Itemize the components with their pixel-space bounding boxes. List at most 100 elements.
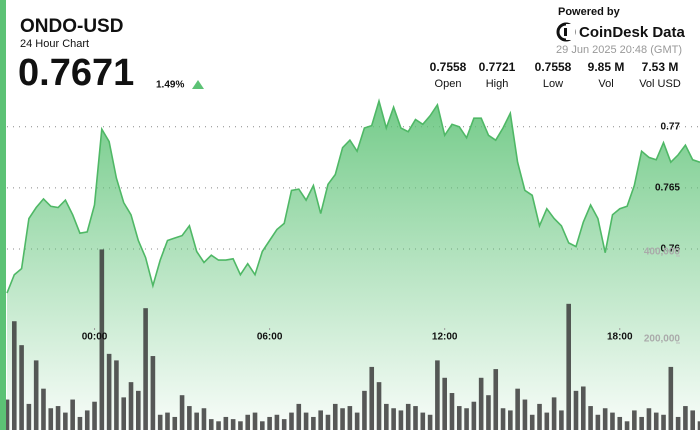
- volume-bar: [70, 399, 75, 430]
- logo-icon: [556, 22, 576, 42]
- volume-bar: [456, 406, 462, 430]
- volume-bar: [318, 410, 323, 430]
- volume-bar: [238, 421, 243, 430]
- volume-bar: [216, 421, 221, 430]
- y2-tick-label: 200,000: [644, 334, 681, 345]
- volume-bar: [653, 412, 659, 430]
- volume-bar: [471, 401, 477, 430]
- volume-bar: [413, 406, 418, 430]
- x-tick-label: 00:00: [82, 332, 108, 343]
- volume-bar: [311, 416, 316, 430]
- volume-bar: [281, 419, 287, 430]
- volume-bar: [573, 390, 579, 430]
- volume-bar: [566, 303, 571, 430]
- volume-bar: [376, 382, 382, 430]
- brand: CoinDesk Data: [579, 24, 686, 41]
- y-tick-label: 0.76: [661, 244, 681, 255]
- volume-bar: [690, 410, 696, 430]
- stat-label: Vol USD: [639, 78, 681, 90]
- volume-bar: [435, 360, 440, 430]
- volume-bar: [588, 406, 593, 430]
- volume-bar: [661, 414, 666, 430]
- volume-bar: [675, 416, 681, 430]
- stat-label: Open: [435, 78, 462, 90]
- volume-bar: [187, 406, 192, 430]
- price: 0.7671: [18, 52, 134, 94]
- volume-bar: [136, 390, 141, 430]
- volume-bar: [362, 390, 367, 430]
- y-tick-label: 0.77: [661, 121, 681, 132]
- volume-bar: [19, 345, 24, 430]
- volume-bar: [559, 410, 564, 430]
- volume-bar: [128, 382, 134, 430]
- volume-bar: [384, 403, 389, 430]
- price-line: [6, 98, 700, 294]
- volume-bar: [493, 369, 499, 430]
- stat-value: 9.85 M: [588, 60, 625, 74]
- volume-bar: [33, 360, 39, 430]
- x-tick-label: 18:00: [607, 332, 633, 343]
- volume-bar: [544, 412, 550, 430]
- volume-bar: [683, 406, 688, 430]
- subtitle: 24 Hour Chart: [20, 38, 89, 50]
- volume-bar: [267, 416, 272, 430]
- volume-bar: [646, 408, 652, 430]
- volume-bar: [325, 414, 331, 430]
- stat-value: 7.53 M: [642, 60, 679, 74]
- volume-bar: [63, 412, 68, 430]
- volume-bar: [486, 395, 491, 430]
- volume-bar: [165, 412, 170, 430]
- volume-bar: [303, 412, 309, 430]
- volume-bar: [41, 388, 46, 430]
- volume-bar: [500, 408, 506, 430]
- volume-bar: [230, 419, 236, 430]
- volume-bar: [4, 399, 10, 430]
- volume-bar: [274, 414, 280, 430]
- volume-bar: [508, 410, 513, 430]
- change: 1.49%: [156, 80, 184, 91]
- volume-bar: [632, 410, 637, 430]
- volume-bar: [11, 321, 17, 430]
- volume-bar: [529, 414, 535, 430]
- x-tick-label: 12:00: [432, 332, 458, 343]
- volume-bar: [201, 408, 207, 430]
- volume-bar: [114, 360, 119, 430]
- volume-bar: [391, 408, 396, 430]
- plot: 0.76 0.765 0.77 200,000 400,000 00:00 06:00 12:…: [4, 98, 700, 430]
- up-arrow: [192, 80, 204, 89]
- volume-bar: [106, 353, 112, 430]
- volume-bar: [617, 416, 623, 430]
- volume-bar: [252, 412, 258, 430]
- powered-by: Powered by: [558, 6, 621, 18]
- volume-bar: [537, 403, 542, 430]
- volume-bar: [515, 388, 520, 430]
- volume-bar: [157, 414, 163, 430]
- volume-bar: [260, 421, 265, 430]
- timestamp: 29 Jun 2025 20:48 (GMT): [556, 44, 682, 56]
- volume-bar: [369, 366, 375, 430]
- volume-bar: [427, 414, 433, 430]
- volume-bar: [223, 416, 229, 430]
- stats: 0.7558 Open 0.7721 High 0.7558 Low 9.85 M Vol 7.…: [430, 60, 681, 90]
- volume-bar: [464, 408, 469, 430]
- volume-bar: [420, 412, 426, 430]
- volume-bar: [55, 406, 61, 430]
- stat-label: High: [486, 78, 509, 90]
- volume-bar: [697, 421, 700, 430]
- volume-bar: [522, 399, 528, 430]
- accent-bar: [0, 0, 6, 430]
- volume-bar: [77, 416, 83, 430]
- stat-value: 0.7558: [535, 60, 572, 74]
- volume-bar: [289, 412, 294, 430]
- volume-bar: [551, 397, 557, 430]
- volume-bar: [208, 419, 214, 430]
- x-tick-label: 06:00: [257, 332, 283, 343]
- volume-bar: [602, 408, 608, 430]
- volume-bar: [48, 408, 54, 430]
- volume-bar: [143, 308, 148, 430]
- volume-bar: [610, 412, 615, 430]
- y2-tick-label: 400,000: [644, 247, 681, 258]
- volume-bar: [449, 393, 455, 430]
- volume-bar: [624, 421, 630, 430]
